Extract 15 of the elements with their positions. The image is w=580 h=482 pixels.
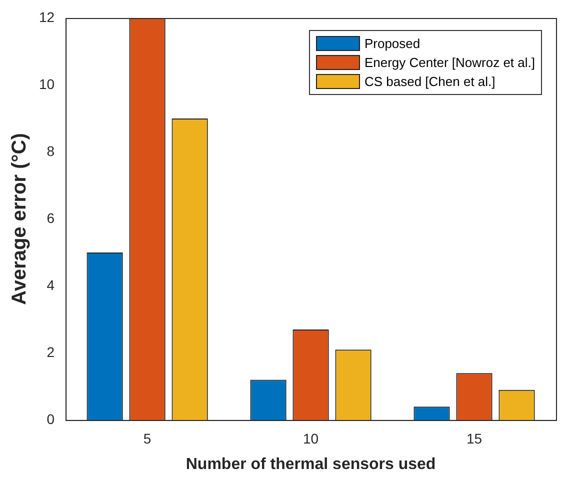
y-tick-label: 6 xyxy=(46,210,55,226)
x-tick-label: 5 xyxy=(143,430,152,446)
x-tick-label: 10 xyxy=(302,430,319,446)
y-axis-title: Average error (°C) xyxy=(8,133,31,305)
y-tick-label: 2 xyxy=(46,344,55,360)
y-tick-label: 12 xyxy=(38,8,55,25)
legend-label: Energy Center [Nowroz et al.] xyxy=(364,55,535,70)
x-axis-title: Number of thermal sensors used xyxy=(186,456,436,473)
y-tick-label: 0 xyxy=(46,410,55,427)
x-tick-label: 15 xyxy=(466,430,482,446)
legend-label: CS based [Chen et al.] xyxy=(364,74,496,89)
legend-label: Proposed xyxy=(364,36,420,51)
y-tick-label: 8 xyxy=(46,142,55,159)
y-tick-label: 4 xyxy=(46,276,55,293)
y-tick-label: 10 xyxy=(38,76,55,92)
